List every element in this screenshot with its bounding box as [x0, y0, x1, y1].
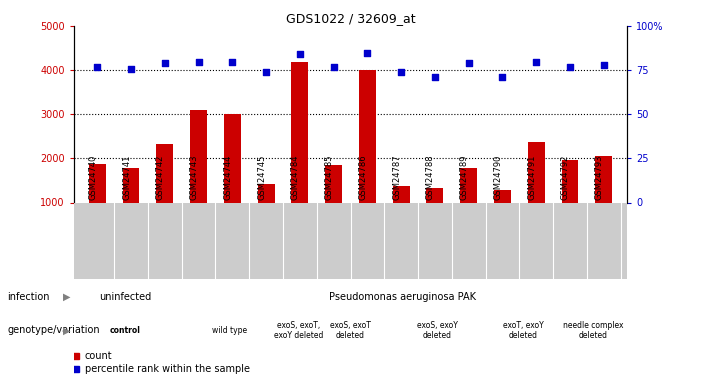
Point: [429, 74, 440, 80]
Bar: [123, 168, 139, 202]
Text: ▶: ▶: [62, 326, 70, 335]
Point: [598, 62, 609, 68]
Bar: [292, 62, 308, 202]
Bar: [461, 168, 477, 202]
Point: [159, 60, 170, 66]
Point: [362, 50, 373, 56]
Point: [531, 58, 542, 64]
Text: Pseudomonas aeruginosa PAK: Pseudomonas aeruginosa PAK: [329, 292, 476, 302]
Text: ▶: ▶: [62, 292, 70, 302]
Point: [463, 60, 475, 66]
Bar: [494, 190, 511, 202]
Bar: [190, 110, 207, 202]
Point: [193, 58, 204, 64]
Bar: [156, 144, 173, 202]
Title: GDS1022 / 32609_at: GDS1022 / 32609_at: [286, 12, 415, 25]
Text: exoT, exoY
deleted: exoT, exoY deleted: [503, 321, 544, 340]
Text: exoS, exoT
deleted: exoS, exoT deleted: [330, 321, 371, 340]
Bar: [528, 142, 545, 202]
Bar: [562, 160, 578, 202]
Bar: [258, 184, 275, 203]
Text: infection: infection: [7, 292, 50, 302]
Point: [564, 64, 576, 70]
Text: uninfected: uninfected: [100, 292, 151, 302]
Text: needle complex
deleted: needle complex deleted: [562, 321, 623, 340]
Text: percentile rank within the sample: percentile rank within the sample: [85, 364, 250, 374]
Text: genotype/variation: genotype/variation: [7, 326, 100, 335]
Bar: [426, 188, 443, 202]
Bar: [89, 164, 106, 202]
Text: exoS, exoY
deleted: exoS, exoY deleted: [416, 321, 458, 340]
Text: wild type: wild type: [212, 326, 247, 335]
Point: [294, 51, 306, 57]
Bar: [325, 165, 342, 202]
Point: [395, 69, 407, 75]
Text: control: control: [110, 326, 141, 335]
Text: count: count: [85, 351, 112, 360]
Bar: [595, 156, 612, 203]
Point: [226, 58, 238, 64]
Bar: [359, 70, 376, 202]
Point: [125, 66, 137, 72]
Point: [497, 74, 508, 80]
Bar: [224, 114, 240, 202]
Point: [92, 64, 103, 70]
Point: [261, 69, 272, 75]
Text: exoS, exoT,
exoY deleted: exoS, exoT, exoY deleted: [274, 321, 323, 340]
Point: [328, 64, 339, 70]
Bar: [393, 186, 409, 202]
